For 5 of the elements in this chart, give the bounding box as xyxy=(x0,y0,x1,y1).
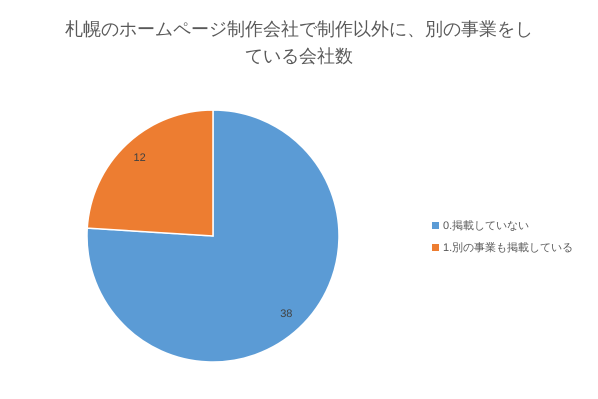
data-label: 38 xyxy=(280,308,292,320)
legend-label: 0.掲載していない xyxy=(443,218,530,232)
chart-title: 札幌のホームページ制作会社で制作以外に、別の事業をしている会社数 xyxy=(64,18,534,68)
data-label: 12 xyxy=(134,152,146,164)
legend-label: 1.別の事業も掲載している xyxy=(443,240,574,254)
